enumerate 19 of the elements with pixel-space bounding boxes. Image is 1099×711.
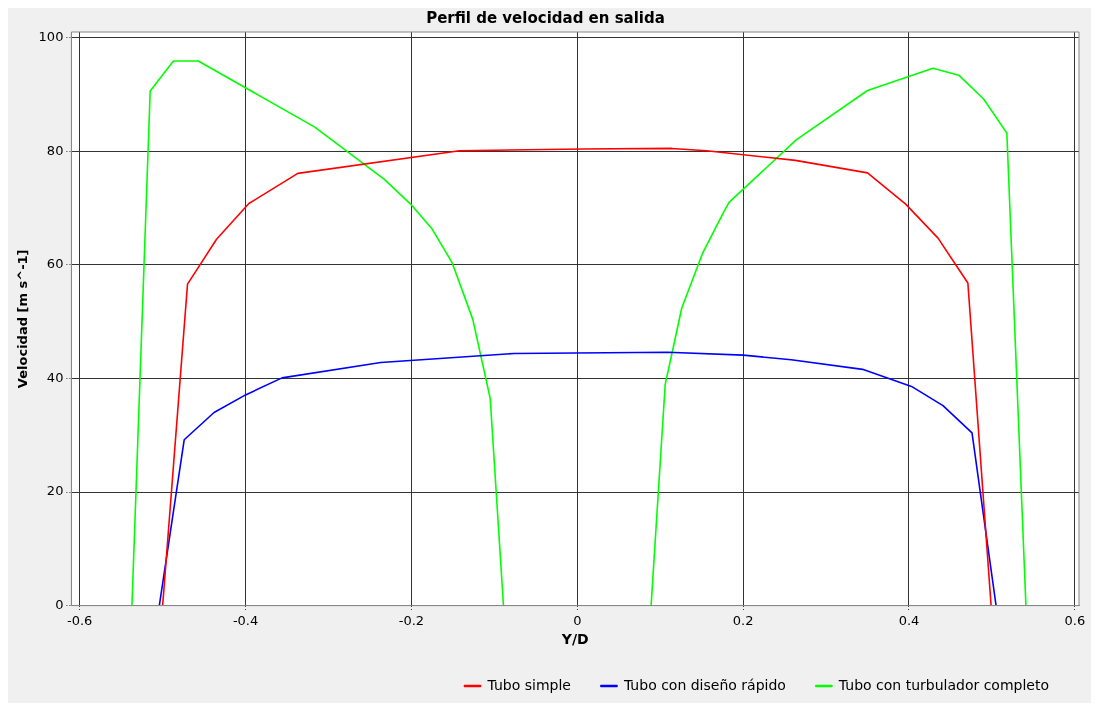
y-tick-label: 80: [46, 142, 64, 158]
legend-label: Tubo con turbulador completo: [837, 676, 1049, 693]
y-axis-title: Velocidad [m s^-1]: [15, 249, 31, 389]
x-tick-label: 0: [573, 612, 582, 628]
y-tick-label: 20: [46, 483, 64, 499]
legend-label: Tubo simple: [486, 676, 571, 693]
y-tick-label: 0: [55, 596, 64, 612]
y-tick-label: 40: [46, 369, 64, 385]
x-axis-title: Y/D: [560, 631, 589, 648]
x-tick-label: -0.6: [67, 612, 93, 628]
y-tick-label: 100: [38, 29, 64, 45]
x-tick-label: -0.4: [232, 612, 259, 628]
x-tick-label: 0.6: [1064, 612, 1086, 628]
x-tick-label: 0.2: [732, 612, 754, 628]
legend-label: Tubo con diseño rápido: [622, 676, 786, 693]
x-tick-label: 0.4: [898, 612, 920, 628]
y-tick-label: 60: [46, 256, 64, 272]
chart-title: Perfil de velocidad en salida: [426, 8, 665, 27]
x-tick-label: -0.2: [398, 612, 425, 628]
